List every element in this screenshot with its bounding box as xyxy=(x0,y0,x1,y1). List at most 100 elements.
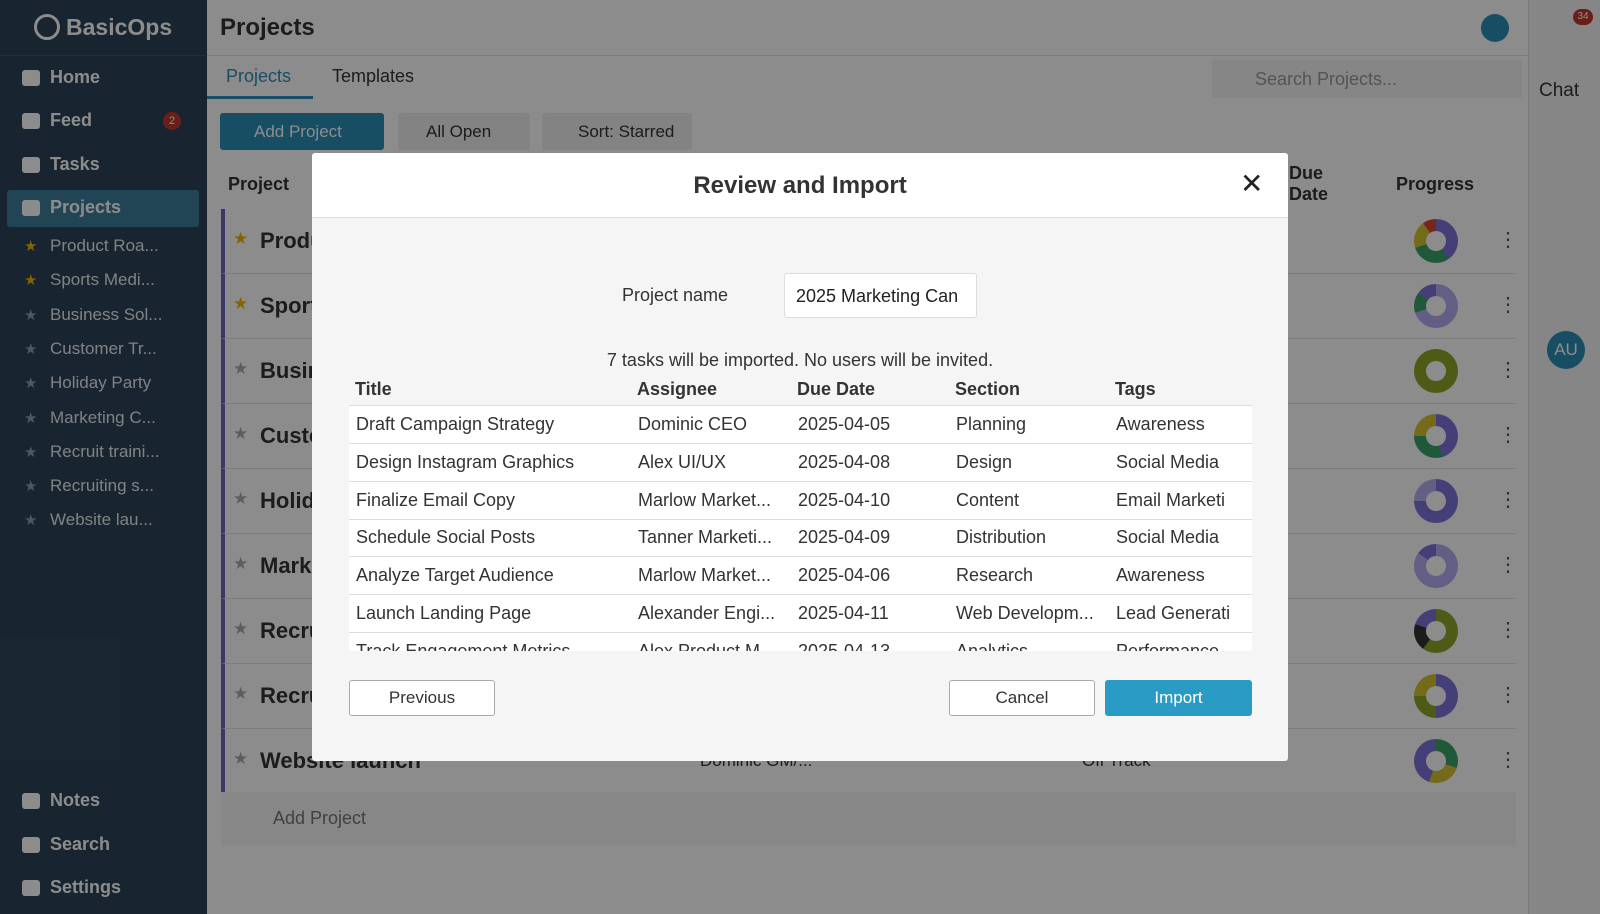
row-menu[interactable]: ⋮ xyxy=(1498,489,1518,511)
star: ★ xyxy=(233,749,249,768)
nav-item[interactable]: Feed xyxy=(50,110,93,130)
table-cell: Marlow Market... xyxy=(638,565,772,586)
nav-icon xyxy=(22,880,40,896)
modal-header: Review and Import ✕ xyxy=(312,153,1288,218)
table-cell: Analyze Target Audience xyxy=(356,565,554,586)
column-header: Title xyxy=(355,379,392,399)
nav-item[interactable]: Settings xyxy=(50,877,122,897)
info-text: 7 tasks will be imported. No users will … xyxy=(606,350,994,370)
nav-item[interactable]: Home xyxy=(50,67,101,87)
nav-item[interactable]: Search xyxy=(50,834,111,854)
table-row xyxy=(349,444,1252,482)
add-row[interactable]: Add Project xyxy=(221,792,1516,845)
row-menu[interactable]: ⋮ xyxy=(1498,684,1518,706)
button[interactable]: Previous xyxy=(349,680,495,716)
project-link[interactable]: Business Sol... xyxy=(50,305,163,324)
project-link[interactable]: Marketing C... xyxy=(50,408,156,427)
brand: BasicOps xyxy=(66,14,173,40)
help-icon[interactable] xyxy=(1481,14,1509,42)
chat-column: Chat AU 34 xyxy=(1528,0,1600,914)
star: ★ xyxy=(24,307,38,324)
table-cell: Marlow Market... xyxy=(638,489,772,510)
star: ★ xyxy=(24,272,38,289)
table-cell: Content xyxy=(956,489,1020,510)
project-link[interactable]: Website lau... xyxy=(50,510,153,529)
table-cell: Alex Product M... xyxy=(638,640,776,651)
table-cell: Performance xyxy=(1116,640,1220,651)
star: ★ xyxy=(233,359,249,378)
sidebar: BasicOps 2 Home Feed Tasks Projects ★ Product… xyxy=(0,0,207,914)
star: ★ xyxy=(233,424,249,443)
project-name-input[interactable]: 2025 Marketing Can xyxy=(784,273,977,318)
button-label: Add Project xyxy=(254,122,342,141)
project-link[interactable]: Sports Medi... xyxy=(50,270,155,289)
row-menu[interactable]: ⋮ xyxy=(1498,749,1518,771)
table-cell: 2025-04-05 xyxy=(798,414,891,434)
progress-donut xyxy=(1414,479,1458,523)
table-cell: 2025-04-13 xyxy=(798,640,891,651)
sort-chip[interactable]: Sort: Starred xyxy=(542,113,692,150)
logo xyxy=(34,14,60,40)
star: ★ xyxy=(233,229,249,248)
progress-donut xyxy=(1414,674,1458,718)
table-cell: 2025-04-06 xyxy=(798,565,891,586)
table-row xyxy=(349,557,1252,596)
sort-label: Sort: Starred xyxy=(578,122,675,141)
column-header: Tags xyxy=(1115,379,1156,399)
table-cell: Dominic CEO xyxy=(638,414,748,434)
table-cell: 2025-04-09 xyxy=(798,527,891,548)
project-link[interactable]: Recruit traini... xyxy=(50,442,160,461)
project-link[interactable]: Holiday Party xyxy=(50,373,152,392)
row-menu[interactable]: ⋮ xyxy=(1498,294,1518,316)
filter-chip[interactable]: All Open xyxy=(398,113,530,150)
search-box[interactable]: Search Projects... xyxy=(1212,60,1522,98)
search-placeholder: Search Projects... xyxy=(1255,69,1398,89)
row-menu[interactable]: ⋮ xyxy=(1498,229,1518,251)
project-name: Sport xyxy=(260,293,318,318)
nav-item[interactable]: Tasks xyxy=(50,154,100,174)
star: ★ xyxy=(24,410,38,427)
column-header: Due Date xyxy=(797,379,876,399)
star: ★ xyxy=(233,294,249,313)
button[interactable]: Cancel xyxy=(949,680,1095,716)
add-row-label: Add Project xyxy=(273,808,367,828)
close-button[interactable]: ✕ xyxy=(1240,168,1264,199)
row-menu[interactable]: ⋮ xyxy=(1498,424,1518,446)
project-link[interactable]: Recruiting s... xyxy=(50,476,154,495)
table-cell: Design xyxy=(956,451,1013,472)
row-menu[interactable]: ⋮ xyxy=(1498,619,1518,641)
project-name: Recru xyxy=(260,618,323,643)
star: ★ xyxy=(24,444,38,461)
table-cell: Awareness xyxy=(1116,565,1205,586)
column-header: Assignee xyxy=(637,379,718,399)
nav-item[interactable]: Projects xyxy=(50,197,122,217)
button[interactable]: Import xyxy=(1105,680,1252,716)
project-link[interactable]: Product Roa... xyxy=(50,236,159,255)
project-name: Holid xyxy=(260,488,315,513)
row-menu[interactable]: ⋮ xyxy=(1498,359,1518,381)
topbar: Projects xyxy=(207,0,1528,56)
table-row xyxy=(349,519,1252,558)
nav-icon xyxy=(22,113,40,129)
table-body: Draft Campaign Strategy Dominic CEO 2025-0… xyxy=(349,405,1252,651)
page-title: Projects xyxy=(220,14,315,41)
table-row xyxy=(349,482,1252,520)
progress-donut xyxy=(1414,219,1458,263)
project-link[interactable]: Customer Tr... xyxy=(50,339,157,358)
table-cell: Awareness xyxy=(1116,414,1205,434)
tab[interactable]: Templates xyxy=(332,66,415,86)
add-project-button[interactable]: Add Project xyxy=(220,113,384,150)
table-cell: Alexander Engi... xyxy=(638,603,776,623)
project-name: Custo xyxy=(260,423,323,448)
avatar[interactable]: AU xyxy=(1547,331,1585,369)
table-cell: Email Marketi xyxy=(1116,489,1226,510)
table-cell: Lead Generati xyxy=(1116,603,1231,623)
table-cell: Finalize Email Copy xyxy=(356,489,516,510)
table-cell: Schedule Social Posts xyxy=(356,527,536,548)
nav-item[interactable]: Notes xyxy=(50,790,101,810)
chat-label[interactable]: Chat xyxy=(1539,80,1580,101)
row-menu[interactable]: ⋮ xyxy=(1498,554,1518,576)
column-header: Due Date xyxy=(1289,163,1329,204)
tab[interactable]: Projects xyxy=(226,66,292,86)
